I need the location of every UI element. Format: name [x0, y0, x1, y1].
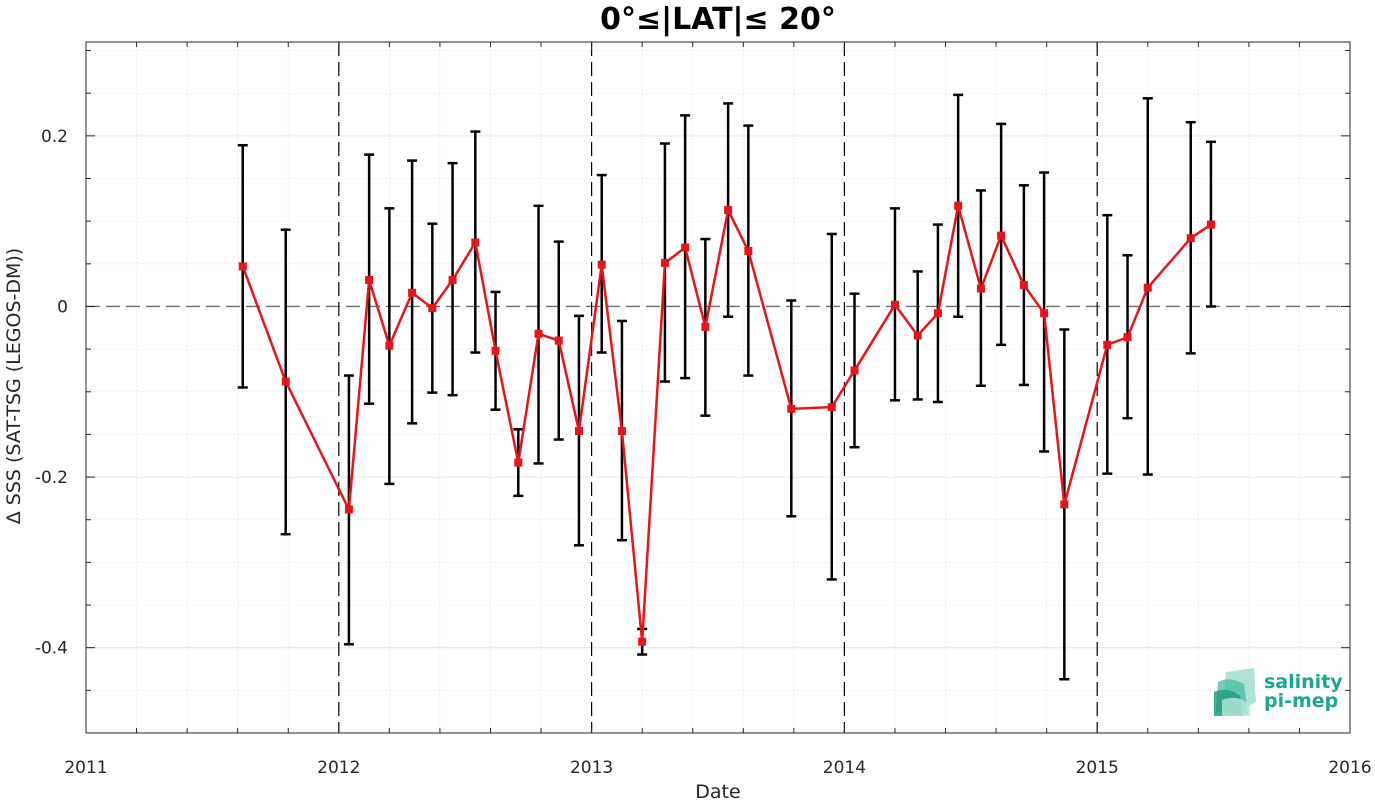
x-tick-label: 2011: [64, 758, 107, 778]
logo-line1: salinity: [1264, 671, 1343, 693]
data-point: [385, 341, 394, 350]
data-point: [365, 276, 374, 285]
x-tick-label: 2013: [570, 758, 613, 778]
data-point: [638, 637, 647, 646]
data-point: [744, 247, 753, 256]
data-point: [913, 331, 922, 340]
data-point: [534, 329, 543, 338]
data-point: [597, 260, 606, 269]
data-point: [574, 427, 583, 436]
series-line: [241, 205, 1212, 642]
wave-logo-icon: [1214, 668, 1256, 716]
y-tick-label: 0.2: [41, 127, 68, 147]
data-point: [701, 322, 710, 331]
data-point: [1103, 340, 1112, 349]
data-point: [238, 262, 247, 271]
x-axis-label: Date: [695, 781, 740, 801]
data-point: [491, 346, 500, 355]
y-tick-label: -0.2: [35, 468, 68, 488]
logo-line2: pi-mep: [1264, 690, 1338, 712]
grid-layer: [86, 42, 1350, 734]
data-point: [471, 238, 480, 247]
data-point: [660, 258, 669, 267]
data-point: [724, 206, 733, 215]
data-point: [954, 201, 963, 210]
data-point: [933, 309, 942, 318]
data-point: [448, 276, 457, 285]
x-tick-label: 2012: [317, 758, 360, 778]
data-point: [976, 284, 985, 293]
data-point: [428, 304, 437, 313]
data-point: [344, 505, 353, 514]
plot-frame: [85, 41, 1351, 734]
data-point: [514, 458, 523, 467]
x-tick-label: 2016: [1328, 758, 1371, 778]
data-point: [827, 403, 836, 412]
data-point: [1060, 500, 1069, 509]
data-point: [850, 366, 859, 375]
data-point: [1019, 281, 1028, 290]
data-point: [1186, 234, 1195, 243]
y-axis-label: Δ SSS (SAT-TSG (LEGOS-DM)): [3, 248, 25, 524]
data-point: [997, 231, 1006, 240]
data-point: [1123, 333, 1132, 342]
y-tick-label: -0.4: [35, 639, 68, 659]
data-point: [554, 336, 563, 345]
data-point: [681, 243, 690, 252]
x-tick-label: 2014: [823, 758, 866, 778]
data-point: [617, 427, 626, 436]
chart-title: 0°≤|LAT|≤ 20°: [600, 2, 836, 37]
data-point: [787, 404, 796, 413]
ticks-layer: 2011 2012 2013 2014 2015 2016 -0.4 -0.2 0 0.2: [35, 42, 1372, 778]
data-point: [408, 288, 417, 297]
axes-frame: [85, 41, 1351, 734]
y-tick-label: 0: [57, 297, 68, 317]
x-tick-label: 2015: [1076, 758, 1119, 778]
salinity-pi-mep-logo: salinity pi-mep: [1214, 668, 1343, 716]
data-point: [890, 300, 899, 309]
data-point: [1206, 220, 1215, 229]
data-point: [281, 377, 290, 386]
data-point: [1040, 309, 1049, 318]
data-point: [1143, 283, 1152, 292]
error-bars: [237, 93, 1216, 681]
series-layer: [238, 201, 1215, 646]
